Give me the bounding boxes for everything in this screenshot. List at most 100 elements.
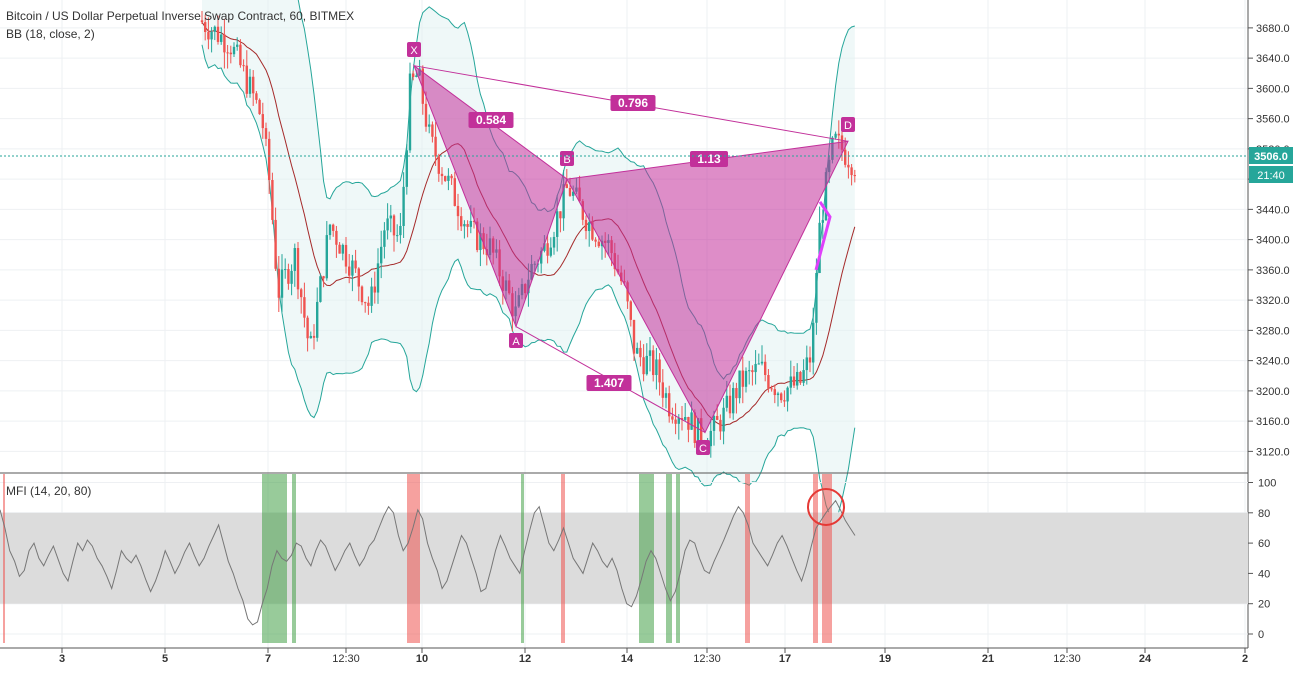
candle-body (565, 184, 568, 188)
candle-body (815, 273, 818, 323)
candle-body (338, 244, 341, 254)
pattern-point-label: A (512, 336, 520, 348)
pattern-ratio-box (690, 151, 728, 167)
candle-body (428, 124, 431, 127)
candle-body (284, 269, 287, 271)
candle-body (453, 178, 456, 206)
time-tick-label: 17 (779, 653, 791, 665)
mfi-signal-bar (407, 474, 420, 643)
candle-body (447, 175, 450, 181)
xabcd-pattern[interactable]: X A B C D 0.584 0.796 1.13 1.407 (407, 42, 855, 455)
mfi-signal-bar (3, 474, 5, 643)
pattern-point-label: C (699, 443, 707, 455)
candle-body (360, 286, 364, 303)
mfi-highlights (3, 474, 832, 643)
candle-body (216, 26, 220, 42)
candle-body (725, 395, 728, 408)
candlesticks (200, 10, 856, 458)
time-axis[interactable]: 3 5 7 12:30 10 12 14 12:30 17 19 21 12:30 24 2 (59, 648, 1248, 665)
candle-body (738, 370, 741, 399)
candle-body (684, 416, 687, 420)
price-tick-label: 3360.0 (1256, 265, 1290, 277)
candle-body (728, 395, 732, 414)
candle-body (280, 269, 284, 298)
pattern-ratio-label: 0.796 (618, 96, 648, 110)
pattern-point-c (696, 440, 710, 455)
candle-body (744, 370, 748, 387)
candle-body (248, 76, 252, 94)
candle-body (674, 419, 677, 424)
candle-body (792, 376, 796, 386)
mfi-signal-bar (813, 474, 818, 643)
time-tick-label: 2 (1242, 653, 1248, 665)
candle-body (229, 52, 232, 55)
candle-body (236, 44, 239, 47)
candle-body (370, 286, 373, 306)
candle-body (808, 357, 812, 363)
mfi-tick-label: 100 (1258, 478, 1276, 490)
candle-body (357, 268, 360, 287)
candle-body (210, 31, 213, 40)
candle-body (716, 415, 719, 420)
candle-body (290, 270, 293, 284)
candle-body (850, 167, 853, 176)
candle-body (700, 418, 703, 445)
time-badge (1249, 166, 1293, 183)
candle-body (780, 393, 783, 401)
candle-body (207, 31, 210, 40)
mfi-line (0, 499, 856, 626)
candle-body (812, 322, 815, 363)
candle-body (437, 156, 440, 174)
candle-body (389, 215, 392, 219)
candle-body (818, 222, 821, 274)
candle-body (661, 382, 664, 398)
candle-body (431, 124, 434, 137)
mfi-signal-bar (292, 474, 296, 643)
candle-body (805, 357, 808, 371)
mfi-signal-bar (822, 474, 832, 643)
candle-body (440, 173, 444, 177)
chart-title: Bitcoin / US Dollar Perpetual Inverse Sw… (6, 9, 355, 23)
candle-body (767, 375, 770, 389)
candle-body (354, 260, 357, 269)
candle-body (463, 224, 466, 227)
pattern-ratio-box (610, 95, 656, 111)
mfi-label: MFI (14, 20, 80) (6, 484, 92, 498)
candle-body (773, 389, 776, 396)
price-badge-text: 3506.0 (1254, 151, 1288, 163)
time-tick-label: 12:30 (1053, 653, 1081, 665)
price-tick-label: 3160.0 (1256, 416, 1290, 428)
candle-body (319, 276, 322, 302)
candle-body (335, 230, 338, 245)
candle-body (456, 205, 460, 217)
candle-body (648, 350, 652, 356)
candle-body (200, 20, 204, 23)
candle-body (581, 201, 584, 220)
candle-body (450, 175, 453, 179)
candle-body (844, 149, 847, 165)
candle-body (821, 220, 824, 223)
candle-body (476, 221, 479, 251)
candle-body (392, 215, 396, 236)
candle-body (312, 335, 316, 338)
candle-body (325, 235, 328, 279)
candle-body (834, 133, 837, 138)
price-tick-label: 3440.0 (1256, 204, 1290, 216)
candle-body (472, 220, 476, 222)
mfi-signal-bar (521, 474, 524, 643)
price-axis[interactable]: 3120.0 3160.0 3200.0 3240.0 3280.0 3320.0 3360… (1248, 23, 1290, 459)
candle-body (776, 393, 780, 396)
candle-body (405, 150, 408, 187)
pattern-point-label: B (563, 154, 570, 166)
candle-body (552, 236, 556, 248)
candle-body (303, 297, 306, 318)
candle-body (572, 191, 575, 196)
candle-body (239, 44, 242, 66)
candle-body (722, 407, 725, 432)
time-tick-label: 7 (265, 653, 271, 665)
candle-body (751, 370, 754, 373)
time-tick-label: 5 (162, 653, 168, 665)
candle-body (748, 370, 751, 372)
candle-body (386, 218, 389, 231)
